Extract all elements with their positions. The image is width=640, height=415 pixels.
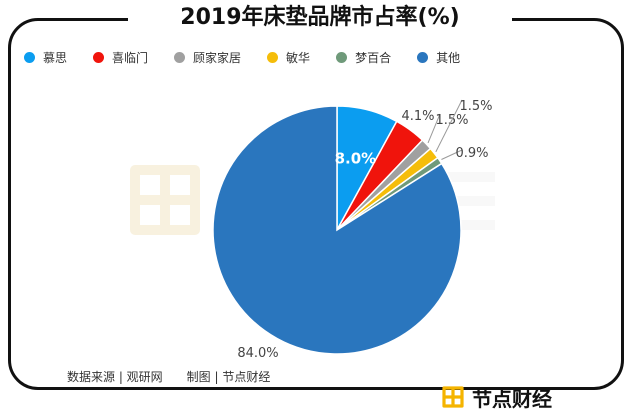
legend-label: 其他: [436, 50, 461, 65]
chart-legend: 慕思 喜临门 顾家家居 敏华 梦百合 其他: [24, 48, 486, 66]
chart-title: 2019年床垫品牌市占率(%): [180, 5, 460, 30]
legend-marker: [336, 51, 348, 63]
leader-line: [435, 99, 463, 153]
legend-marker: [93, 51, 105, 63]
data-label: 84.0%: [237, 346, 278, 361]
leader-line: [441, 149, 463, 160]
legend-label: 顾家家居: [193, 50, 242, 65]
legend-label: 梦百合: [355, 50, 392, 65]
brand-name: 节点财经: [472, 386, 552, 411]
node-logo-icon: [442, 386, 464, 408]
legend-marker: [267, 51, 279, 63]
brand-logo: 节点财经: [440, 383, 552, 411]
data-source: 数据来源 | 观研网 制图 | 节点财经: [67, 370, 271, 384]
legend-label: 慕思: [43, 50, 68, 65]
data-label: 0.9%: [455, 146, 488, 161]
legend-item-gujia: 顾家家居: [174, 49, 241, 66]
leader-line: [427, 113, 441, 144]
legend-label: 喜临门: [112, 50, 149, 65]
legend-marker: [24, 51, 35, 63]
legend-item-other: 其他: [417, 49, 460, 66]
legend-label: 敏华: [286, 50, 311, 65]
legend-item-mousi: 慕思: [24, 49, 67, 66]
legend-marker: [174, 51, 186, 63]
data-label: 4.1%: [401, 109, 434, 124]
legend-item-xilinmen: 喜临门: [93, 49, 148, 66]
data-label: 1.5%: [459, 99, 492, 114]
legend-item-minhua: 敏华: [267, 49, 310, 66]
legend-marker: [417, 51, 429, 63]
title-background: [128, 2, 512, 36]
legend-item-mengbaihe: 梦百合: [336, 49, 391, 66]
slice-other: [212, 105, 462, 355]
data-label: 8.0%: [335, 149, 377, 167]
